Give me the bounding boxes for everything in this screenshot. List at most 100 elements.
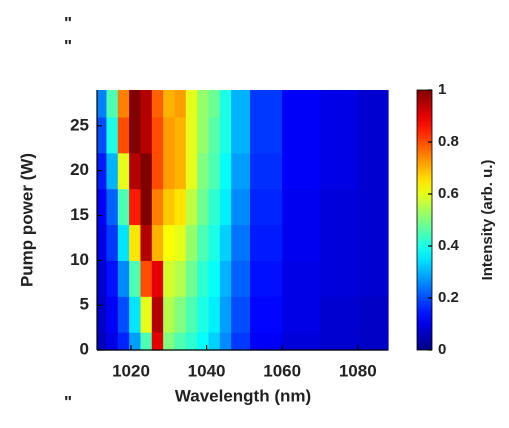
heatmap-cell — [319, 152, 359, 190]
heatmap-cell — [219, 90, 232, 118]
heatmap-cell — [208, 152, 221, 190]
annotation: " — [64, 13, 72, 32]
heatmap-cell — [97, 296, 108, 333]
heatmap-cell — [219, 296, 232, 333]
heatmap-cell — [208, 260, 221, 297]
heatmap-cell — [185, 152, 198, 190]
heatmap-cell — [163, 224, 176, 261]
heatmap-cell — [231, 296, 251, 333]
heatmap-cell — [129, 152, 142, 190]
heatmap-cell — [250, 152, 283, 190]
heatmap-cell — [97, 224, 108, 261]
heatmap-cell — [219, 332, 232, 351]
heatmap-cell — [219, 260, 232, 297]
heatmap-cell — [357, 90, 389, 118]
heatmap-cell — [208, 188, 221, 226]
heatmap-cell — [357, 116, 389, 154]
heatmap-cell — [197, 116, 210, 154]
heatmap-cell — [208, 116, 221, 154]
heatmap-cell — [151, 152, 164, 190]
heatmap-cell — [197, 224, 210, 261]
heatmap-cell — [250, 224, 283, 261]
heatmap-cell — [357, 260, 389, 297]
heatmap-cell — [129, 188, 142, 226]
colorbar — [416, 89, 433, 351]
heatmap-cell — [97, 152, 108, 190]
heatmap-cell — [174, 260, 187, 297]
heatmap-cell — [250, 116, 283, 154]
heatmap-cell — [140, 296, 153, 333]
x-tick-label: 1020 — [112, 361, 150, 380]
y-axis-label: Pump power (W) — [17, 153, 36, 287]
heatmap-cell — [106, 260, 119, 297]
heatmap-cell — [140, 116, 153, 154]
heatmap-cell — [185, 224, 198, 261]
heatmap-cell — [129, 332, 142, 351]
colorbar-tick-label: 0.8 — [438, 133, 459, 150]
heatmap-cell — [140, 332, 153, 351]
heatmap-cell — [117, 188, 130, 226]
heatmap-cell — [140, 224, 153, 261]
heatmap-cell — [163, 90, 176, 118]
heatmap-cell — [97, 332, 108, 351]
heatmap-cell — [282, 332, 321, 351]
heatmap-cell — [97, 260, 108, 297]
x-axis-label: Wavelength (nm) — [175, 386, 311, 405]
heatmap-cell — [174, 296, 187, 333]
heatmap-cell — [319, 332, 359, 351]
heatmap-cell — [282, 296, 321, 333]
heatmap-cell — [106, 224, 119, 261]
heatmap-cell — [319, 188, 359, 226]
heatmap-cell — [208, 332, 221, 351]
heatmap-cell — [197, 296, 210, 333]
heatmap-cell — [129, 260, 142, 297]
heatmap-cell — [231, 332, 251, 351]
heatmap-cell — [219, 224, 232, 261]
heatmap-cell — [282, 260, 321, 297]
heatmap-cell — [140, 152, 153, 190]
heatmap-cell — [197, 332, 210, 351]
x-tick-label: 1040 — [188, 361, 226, 380]
heatmap-cell — [151, 260, 164, 297]
heatmap-cell — [163, 152, 176, 190]
heatmap-cell — [174, 116, 187, 154]
heatmap-cell — [319, 224, 359, 261]
heatmap-cell — [140, 90, 153, 118]
heatmap-cell — [231, 152, 251, 190]
x-tick-label: 1060 — [263, 361, 301, 380]
heatmap-cell — [151, 224, 164, 261]
heatmap-cell — [282, 90, 321, 118]
heatmap-cell — [117, 152, 130, 190]
heatmap-cell — [174, 188, 187, 226]
annotation: " — [64, 392, 72, 411]
heatmap-cell — [129, 90, 142, 118]
heatmap-cell — [106, 188, 119, 226]
heatmap-cell — [129, 224, 142, 261]
y-tick-label: 0 — [80, 339, 89, 358]
colorbar-tick-label: 0 — [438, 341, 446, 358]
heatmap-cell — [117, 332, 130, 351]
heatmap-cell — [174, 152, 187, 190]
heatmap-cell — [185, 296, 198, 333]
heatmap-cell — [163, 116, 176, 154]
heatmap-cell — [117, 224, 130, 261]
heatmap-cell — [250, 260, 283, 297]
heatmap-cell — [140, 188, 153, 226]
heatmap-cell — [106, 152, 119, 190]
y-tick-label: 10 — [70, 250, 89, 269]
heatmap-cell — [129, 296, 142, 333]
heatmap-cell — [282, 224, 321, 261]
heatmap-cell — [197, 152, 210, 190]
heatmap-cell — [357, 188, 389, 226]
heatmap-cell — [117, 116, 130, 154]
heatmap-cell — [197, 260, 210, 297]
colorbar-tick-label: 0.6 — [438, 185, 459, 202]
heatmap-cell — [250, 90, 283, 118]
heatmap-cell — [163, 260, 176, 297]
heatmap-cell — [319, 116, 359, 154]
heatmap-cell — [129, 116, 142, 154]
heatmap-cell — [185, 260, 198, 297]
heatmap-cell — [151, 188, 164, 226]
colorbar-tick-label: 0.2 — [438, 289, 459, 306]
heatmap-cell — [231, 188, 251, 226]
